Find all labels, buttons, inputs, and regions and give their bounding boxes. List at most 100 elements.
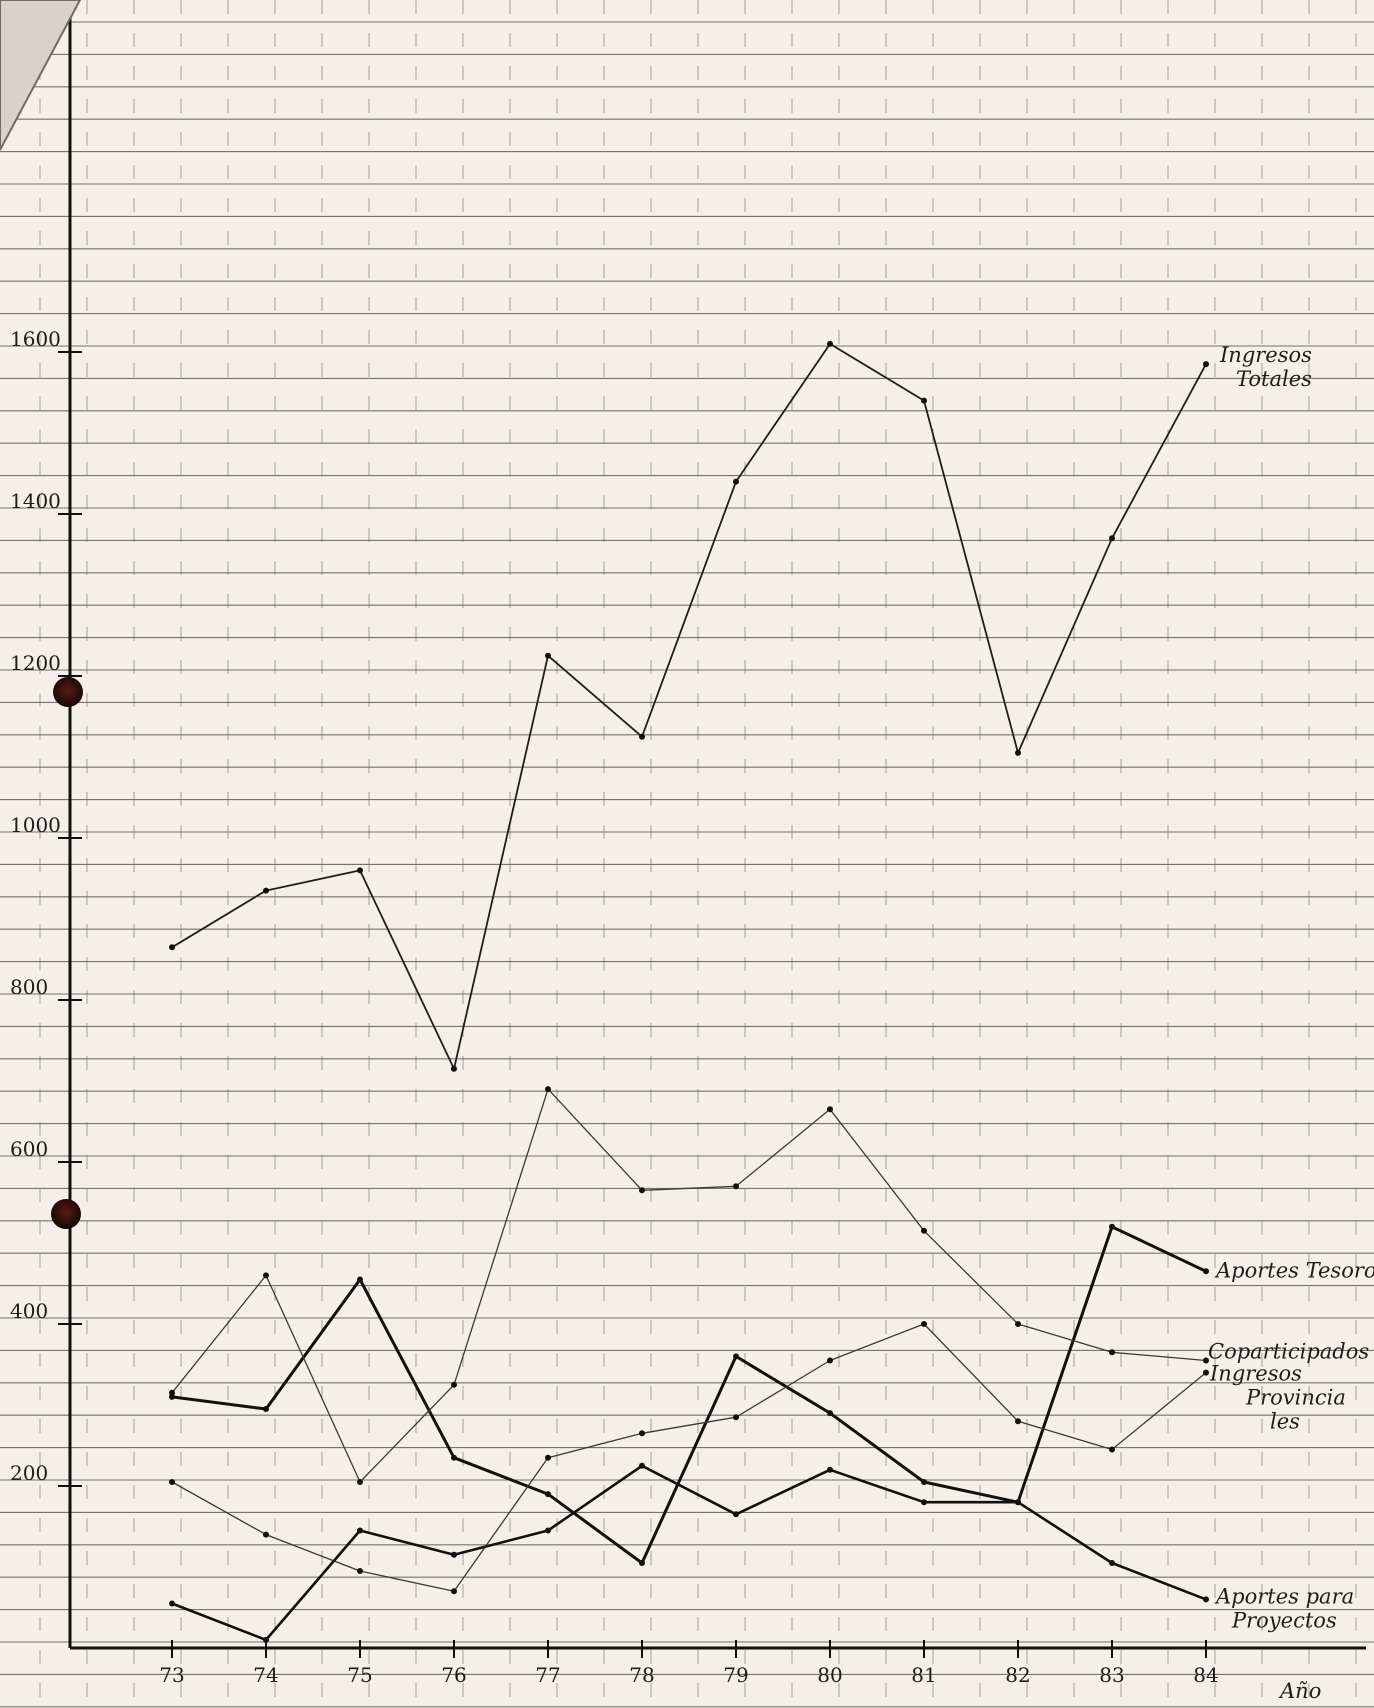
data-point bbox=[1203, 1357, 1209, 1364]
data-point bbox=[1109, 1446, 1115, 1453]
data-point bbox=[545, 1086, 551, 1093]
data-point bbox=[169, 1393, 175, 1400]
data-point bbox=[921, 397, 927, 404]
data-point bbox=[451, 1588, 457, 1595]
x-tick-label: 80 bbox=[817, 1663, 842, 1687]
x-tick-label: 75 bbox=[347, 1663, 372, 1687]
data-point bbox=[827, 1410, 833, 1417]
series-group bbox=[169, 1086, 1209, 1485]
data-point bbox=[545, 1527, 551, 1534]
series-group bbox=[169, 1223, 1209, 1566]
data-point bbox=[639, 1560, 645, 1566]
x-tick-label: 73 bbox=[159, 1663, 184, 1687]
data-point bbox=[169, 944, 175, 951]
data-point bbox=[1109, 1349, 1115, 1356]
series-lines bbox=[169, 340, 1209, 1643]
data-point bbox=[1015, 749, 1021, 756]
data-point bbox=[827, 1466, 833, 1473]
series-label: Aportes para bbox=[1214, 1584, 1354, 1608]
series-line bbox=[171, 1323, 1207, 1592]
series-line bbox=[171, 342, 1207, 1070]
series-label: Provincia bbox=[1245, 1386, 1346, 1410]
data-point bbox=[451, 1454, 457, 1461]
data-point bbox=[1203, 1596, 1209, 1603]
binder-hole-top bbox=[53, 677, 83, 707]
page-corner-fold bbox=[0, 0, 82, 151]
y-tick-label: 200 bbox=[10, 1461, 48, 1485]
data-point bbox=[169, 1389, 175, 1396]
x-tick-label: 77 bbox=[535, 1663, 560, 1687]
data-point bbox=[733, 1183, 739, 1190]
series-group bbox=[169, 340, 1209, 1072]
data-point bbox=[921, 1227, 927, 1234]
data-point bbox=[1109, 1560, 1115, 1566]
data-point bbox=[1203, 1369, 1209, 1376]
y-tick-label: 1600 bbox=[10, 327, 61, 351]
data-point bbox=[639, 1187, 645, 1194]
series-line bbox=[171, 1464, 1207, 1642]
data-point bbox=[827, 340, 833, 347]
data-point bbox=[263, 1272, 269, 1279]
data-point bbox=[1015, 1321, 1021, 1327]
y-tick-label: 1400 bbox=[10, 489, 61, 513]
data-point bbox=[263, 1531, 269, 1538]
data-point bbox=[357, 1276, 363, 1283]
data-point bbox=[921, 1499, 927, 1506]
series-label: Proyectos bbox=[1231, 1608, 1337, 1632]
series-label: les bbox=[1270, 1410, 1300, 1434]
series-label: Aportes Tesoro bbox=[1214, 1258, 1374, 1282]
x-tick-label: 79 bbox=[723, 1663, 748, 1687]
data-point bbox=[451, 1551, 457, 1558]
data-point bbox=[545, 1491, 551, 1498]
series-label: Ingresos bbox=[1219, 343, 1312, 367]
data-point bbox=[357, 1568, 363, 1574]
data-point bbox=[1015, 1499, 1021, 1506]
data-point bbox=[545, 652, 551, 659]
y-tick-label: 1200 bbox=[10, 651, 61, 675]
series-line bbox=[171, 1088, 1207, 1483]
y-ticks: 200 400 600 800 1000 1200 1400 1600 bbox=[10, 327, 82, 1487]
data-point bbox=[639, 1430, 645, 1437]
data-point bbox=[357, 867, 363, 874]
data-point bbox=[357, 1527, 363, 1534]
x-tick-label: 84 bbox=[1193, 1663, 1218, 1687]
data-point bbox=[263, 1636, 269, 1643]
y-tick-label: 600 bbox=[10, 1137, 48, 1161]
data-point bbox=[733, 1414, 739, 1421]
data-point bbox=[1109, 1223, 1115, 1230]
data-point bbox=[1203, 1268, 1209, 1275]
data-point bbox=[921, 1479, 927, 1485]
series-label: Ingresos bbox=[1209, 1362, 1302, 1386]
data-point bbox=[545, 1454, 551, 1461]
series-label: Coparticipados bbox=[1208, 1339, 1369, 1363]
data-point bbox=[1015, 1418, 1021, 1425]
data-point bbox=[357, 1479, 363, 1485]
data-point bbox=[733, 1353, 739, 1360]
data-point bbox=[1203, 361, 1209, 368]
x-ticks: 73 74 75 76 77 78 79 80 81 82 83 84 bbox=[159, 1640, 1219, 1687]
x-tick-label: 74 bbox=[253, 1663, 278, 1687]
data-point bbox=[827, 1106, 833, 1113]
y-tick-label: 1000 bbox=[10, 813, 61, 837]
x-axis-title: Año bbox=[1278, 1679, 1321, 1703]
series-group bbox=[169, 1321, 1209, 1595]
series-line bbox=[171, 1225, 1207, 1565]
x-tick-label: 76 bbox=[441, 1663, 466, 1687]
data-point bbox=[263, 887, 269, 894]
x-tick-label: 81 bbox=[911, 1663, 936, 1687]
data-point bbox=[733, 478, 739, 485]
x-tick-label: 78 bbox=[629, 1663, 654, 1687]
x-tick-label: 83 bbox=[1099, 1663, 1124, 1687]
data-point bbox=[639, 733, 645, 740]
data-point bbox=[263, 1406, 269, 1412]
binder-hole-bottom bbox=[51, 1199, 81, 1229]
data-point bbox=[921, 1321, 927, 1327]
data-point bbox=[639, 1462, 645, 1469]
data-point bbox=[169, 1600, 175, 1607]
data-point bbox=[451, 1381, 457, 1388]
y-tick-label: 800 bbox=[10, 975, 48, 999]
axes bbox=[68, 18, 1366, 1650]
